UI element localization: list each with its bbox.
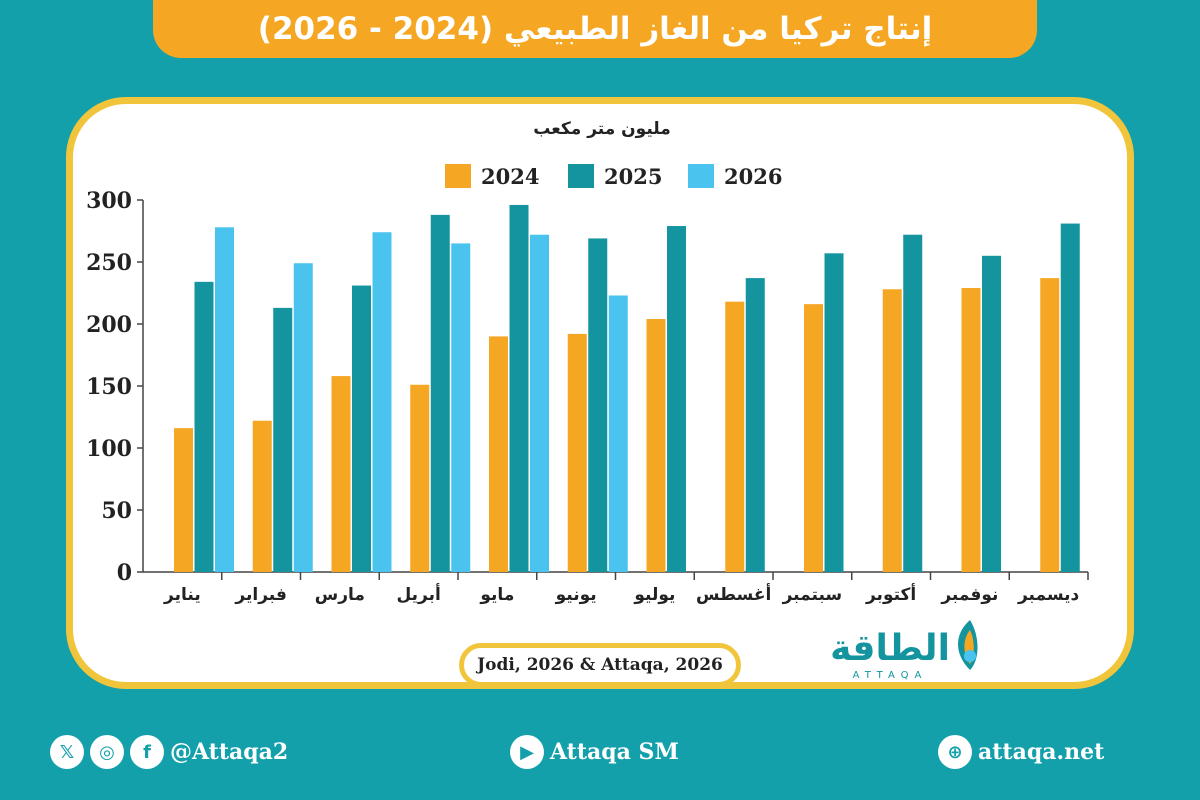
website-link: ⊕ attaqa.net [938, 735, 1104, 769]
bar-2026-5 [608, 295, 628, 572]
bar-2025-10 [982, 255, 1001, 573]
social-links: 𝕏 ◎ f @Attaqa2 [50, 735, 288, 769]
legend-swatch-2026 [688, 164, 714, 188]
y-tick-label-0: 0 [117, 560, 132, 586]
bar-2024-5 [567, 333, 587, 572]
bar-2025-0 [194, 281, 214, 572]
x-tick-label-11: ديسمبر [1017, 585, 1080, 605]
bar-2024-7 [725, 301, 745, 572]
bar-2024-3 [410, 384, 430, 572]
source-label: Jodi, 2026 & Attaqa, 2026 [459, 643, 741, 687]
bar-2024-10 [961, 288, 981, 572]
bar-2025-7 [745, 278, 765, 572]
x-tick-label-3: أبريل [396, 583, 440, 605]
bar-2026-0 [215, 227, 234, 572]
youtube-channel[interactable]: Attaqa SM [550, 739, 679, 765]
page-title: إنتاج تركيا من الغاز الطبيعي (2024 - 202… [257, 11, 933, 47]
bar-2026-3 [451, 243, 471, 572]
bar-2024-9 [882, 289, 902, 572]
y-tick-label-200: 200 [86, 312, 132, 338]
x-icon[interactable]: 𝕏 [50, 735, 84, 769]
bar-2025-1 [273, 307, 293, 572]
bar-2025-3 [430, 214, 450, 572]
bar-2024-11 [1040, 278, 1060, 572]
bar-2025-4 [509, 204, 529, 572]
bar-2025-8 [824, 253, 844, 572]
y-tick-label-50: 50 [101, 498, 132, 524]
bar-2026-2 [372, 232, 392, 573]
youtube-icon[interactable]: ▶ [510, 735, 544, 769]
x-tick-label-8: سبتمبر [782, 585, 843, 605]
bar-2024-1 [252, 420, 272, 572]
logo-subtext: ATTAQA [853, 670, 928, 680]
legend-label-2025: 2025 [604, 164, 662, 189]
y-axis-label: مليون متر مكعب [533, 119, 670, 139]
y-tick-label-300: 300 [86, 188, 132, 214]
globe-icon[interactable]: ⊕ [938, 735, 972, 769]
facebook-icon[interactable]: f [130, 735, 164, 769]
legend-label-2026: 2026 [724, 164, 782, 189]
bar-2024-6 [646, 319, 666, 572]
bar-2025-5 [588, 238, 608, 572]
instagram-icon[interactable]: ◎ [90, 735, 124, 769]
website-url[interactable]: attaqa.net [978, 739, 1105, 765]
x-tick-label-9: أكتوبر [865, 583, 916, 605]
y-tick-label-150: 150 [86, 374, 132, 400]
social-handle[interactable]: @Attaqa2 [170, 739, 289, 765]
footer: 𝕏 ◎ f @Attaqa2 ▶ Attaqa SM ⊕ attaqa.net [0, 725, 1200, 785]
legend-label-2024: 2024 [481, 164, 539, 189]
logo-text: الطاقة [830, 628, 950, 669]
bar-2025-2 [352, 285, 371, 572]
legend-swatch-2024 [445, 164, 471, 188]
title-banner: إنتاج تركيا من الغاز الطبيعي (2024 - 202… [153, 0, 1037, 58]
x-tick-label-0: يناير [163, 585, 201, 605]
y-tick-label-250: 250 [86, 250, 132, 276]
bar-2025-11 [1060, 223, 1080, 572]
x-tick-label-2: مارس [315, 585, 365, 605]
legend-swatch-2025 [568, 164, 594, 188]
x-tick-label-10: نوفمبر [940, 585, 998, 605]
bar-2024-0 [174, 428, 193, 572]
bar-2025-6 [667, 226, 686, 573]
youtube-link: ▶ Attaqa SM [510, 735, 679, 769]
x-tick-label-4: مايو [479, 585, 514, 605]
bar-2025-9 [903, 234, 923, 572]
x-tick-label-1: فبراير [234, 585, 286, 605]
x-tick-label-6: يوليو [633, 585, 675, 605]
bar-2026-4 [530, 234, 549, 572]
bar-2024-8 [804, 304, 823, 572]
x-tick-label-5: يونيو [555, 585, 597, 605]
x-tick-label-7: أغسطس [696, 583, 771, 605]
bar-2026-1 [293, 263, 313, 572]
y-tick-label-100: 100 [86, 436, 132, 462]
bar-2024-4 [489, 336, 508, 572]
attaqa-logo: الطاقة ATTAQA [830, 620, 978, 680]
bar-2024-2 [331, 376, 351, 572]
